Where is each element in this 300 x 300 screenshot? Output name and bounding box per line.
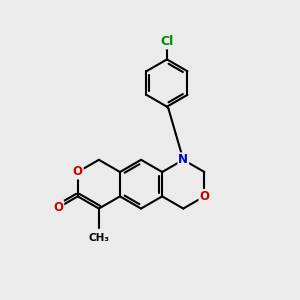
Text: O: O <box>200 190 209 203</box>
Text: O: O <box>53 201 63 214</box>
Text: O: O <box>73 166 83 178</box>
Text: N: N <box>178 153 188 166</box>
Text: CH₃: CH₃ <box>88 233 110 243</box>
Text: Cl: Cl <box>160 35 174 48</box>
